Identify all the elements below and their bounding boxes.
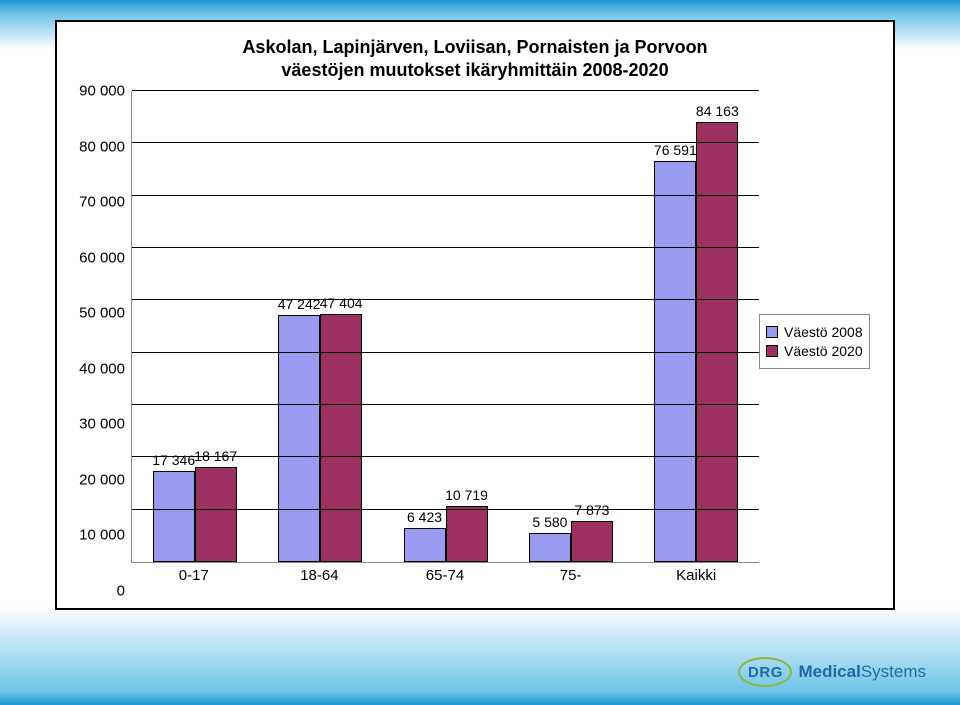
y-tick-label: 20 000 — [79, 471, 125, 488]
bar: 17 346 — [153, 471, 195, 562]
y-tick-label: 60 000 — [79, 249, 125, 266]
bar-value-label: 17 346 — [152, 452, 195, 468]
bar: 7 873 — [571, 521, 613, 562]
logo-abbr: DRG — [748, 664, 783, 681]
footer-logo: DRG MedicalSystems — [738, 657, 926, 687]
chart-title: Askolan, Lapinjärven, Loviisan, Pornaist… — [71, 36, 879, 81]
x-tick-label: 65-74 — [382, 563, 508, 591]
y-axis: 010 00020 00030 00040 00050 00060 00070 … — [71, 91, 131, 591]
bar: 6 423 — [404, 528, 446, 562]
y-tick-label: 80 000 — [79, 138, 125, 155]
bar-value-label: 47 242 — [278, 296, 321, 312]
bar-group: 47 24247 404 — [257, 91, 382, 562]
bar-value-label: 6 423 — [407, 509, 442, 525]
grid-line — [132, 456, 759, 457]
grid-line — [132, 247, 759, 248]
y-tick-label: 40 000 — [79, 360, 125, 377]
bar-group: 76 59184 163 — [634, 91, 759, 562]
bar: 76 591 — [654, 161, 696, 562]
chart-title-line1: Askolan, Lapinjärven, Loviisan, Pornaist… — [242, 37, 707, 57]
bar-value-label: 5 580 — [532, 514, 567, 530]
bar: 10 719 — [446, 506, 488, 562]
y-tick-label: 10 000 — [79, 527, 125, 544]
legend-item: Väestö 2008 — [766, 324, 863, 340]
x-tick-label: 18-64 — [257, 563, 383, 591]
plot-area: 17 34618 16747 24247 4046 42310 7195 580… — [131, 91, 759, 563]
logo-text: MedicalSystems — [798, 662, 926, 682]
bar: 84 163 — [696, 122, 738, 562]
bar-group: 5 5807 873 — [508, 91, 633, 562]
bar-groups: 17 34618 16747 24247 4046 42310 7195 580… — [132, 91, 759, 562]
bar-group: 6 42310 719 — [383, 91, 508, 562]
legend-label: Väestö 2008 — [784, 324, 863, 340]
y-tick-label: 70 000 — [79, 194, 125, 211]
chart-title-line2: väestöjen muutokset ikäryhmittäin 2008-2… — [281, 60, 668, 80]
legend-label: Väestö 2020 — [784, 343, 863, 359]
bar-group: 17 34618 167 — [132, 91, 257, 562]
x-tick-label: 75- — [508, 563, 634, 591]
page-background: Askolan, Lapinjärven, Loviisan, Pornaist… — [0, 0, 960, 705]
x-tick-label: Kaikki — [633, 563, 759, 591]
grid-line — [132, 142, 759, 143]
grid-line — [132, 195, 759, 196]
grid-line — [132, 352, 759, 353]
bar-value-label: 10 719 — [445, 487, 488, 503]
x-axis: 0-1718-6465-7475-Kaikki — [131, 563, 759, 591]
x-tick-label: 0-17 — [131, 563, 257, 591]
legend-swatch-icon — [766, 345, 778, 357]
plot-wrap: 17 34618 16747 24247 4046 42310 7195 580… — [131, 91, 759, 591]
grid-line — [132, 299, 759, 300]
y-tick-label: 0 — [117, 583, 125, 600]
logo-text2: Systems — [861, 662, 926, 681]
grid-line — [132, 404, 759, 405]
chart-frame: Askolan, Lapinjärven, Loviisan, Pornaist… — [55, 20, 895, 610]
legend: Väestö 2008 Väestö 2020 — [759, 91, 879, 591]
chart-body: 010 00020 00030 00040 00050 00060 00070 … — [71, 91, 879, 591]
bar-value-label: 84 163 — [696, 103, 739, 119]
legend-item: Väestö 2020 — [766, 343, 863, 359]
logo-oval-icon: DRG — [738, 657, 792, 687]
grid-line — [132, 509, 759, 510]
bar-value-label: 47 404 — [320, 295, 363, 311]
grid-line — [132, 90, 759, 91]
bar-value-label: 76 591 — [654, 142, 697, 158]
y-tick-label: 90 000 — [79, 83, 125, 100]
bar-value-label: 7 873 — [574, 502, 609, 518]
bar: 18 167 — [195, 467, 237, 562]
legend-box: Väestö 2008 Väestö 2020 — [759, 314, 870, 369]
legend-swatch-icon — [766, 326, 778, 338]
bar: 5 580 — [529, 533, 571, 562]
y-tick-label: 30 000 — [79, 416, 125, 433]
logo-text1: Medical — [798, 662, 860, 681]
y-tick-label: 50 000 — [79, 305, 125, 322]
